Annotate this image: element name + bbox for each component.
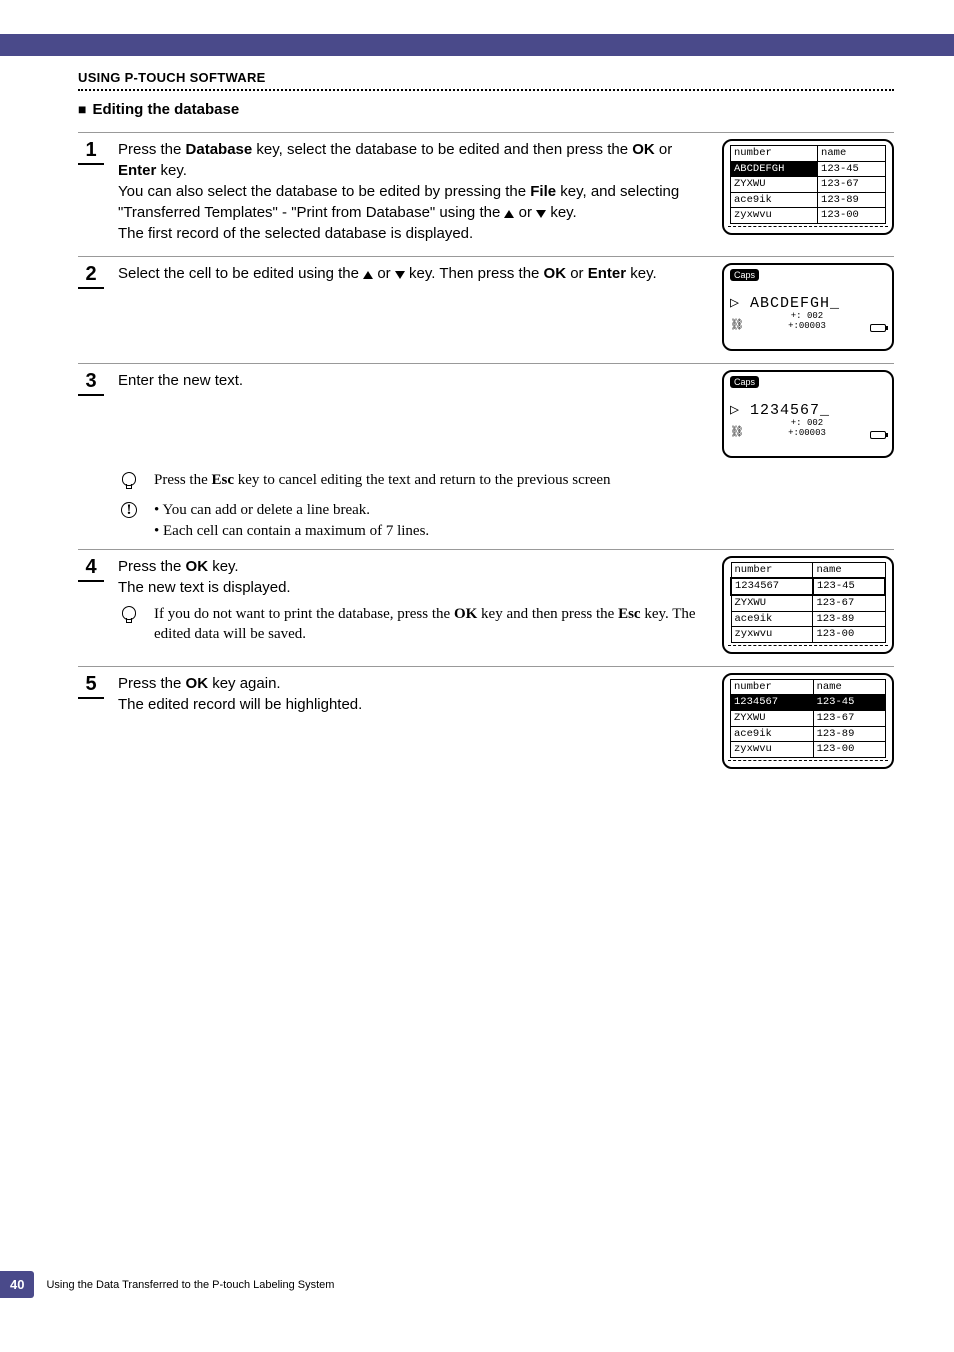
step-1: 1 Press the Database key, select the dat… xyxy=(78,132,894,244)
note-text: Press the Esc key to cancel editing the … xyxy=(154,470,611,490)
page-footer: 40 Using the Data Transferred to the P-t… xyxy=(0,1271,334,1298)
bulb-icon xyxy=(122,472,136,486)
note-text: • You can add or delete a line break.• E… xyxy=(154,500,429,541)
lcd-text-screen: Caps ▷ 1234567_ ⛓ +: 002+:00003 xyxy=(722,370,894,458)
header-bar xyxy=(0,34,954,56)
tip-note-esc: Press the Esc key to cancel editing the … xyxy=(118,470,894,492)
subnote-text: If you do not want to print the database… xyxy=(154,604,698,645)
section-divider xyxy=(78,89,894,91)
page-content: USING P-TOUCH SOFTWARE Editing the datab… xyxy=(78,70,894,781)
lcd-entry-text: ▷ ABCDEFGH_ xyxy=(730,293,886,312)
step-text: Enter the new text. xyxy=(118,370,708,391)
page-number: 40 xyxy=(0,1271,34,1298)
step-number: 3 xyxy=(78,370,104,396)
step-number: 4 xyxy=(78,556,104,582)
step-4: 4 Press the OK key.The new text is displ… xyxy=(78,549,894,654)
bulb-icon xyxy=(122,606,136,620)
step-text: Press the Database key, select the datab… xyxy=(118,139,708,244)
battery-icon xyxy=(870,431,886,439)
section-heading: USING P-TOUCH SOFTWARE xyxy=(78,70,894,85)
step-2: 2 Select the cell to be edited using the… xyxy=(78,256,894,351)
caps-indicator: Caps xyxy=(730,376,759,388)
info-note-lines: ! • You can add or delete a line break.•… xyxy=(118,500,894,541)
caps-indicator: Caps xyxy=(730,269,759,281)
step-number: 2 xyxy=(78,263,104,289)
lcd-table-screen: numbername1234567123-45ZYXWU123-67ace9ik… xyxy=(722,673,894,769)
chain-icon: ⛓ xyxy=(730,318,744,332)
step-3: 3 Enter the new text. Caps ▷ 1234567_ ⛓ … xyxy=(78,363,894,458)
lcd-table-screen: numbernameABCDEFGH123-45ZYXWU123-67ace9i… xyxy=(722,139,894,235)
subsection-heading: Editing the database xyxy=(78,101,894,118)
step-subnote: If you do not want to print the database… xyxy=(118,604,698,645)
step-text: Select the cell to be edited using the o… xyxy=(118,263,708,284)
step-number: 5 xyxy=(78,673,104,699)
lcd-text-screen: Caps ▷ ABCDEFGH_ ⛓ +: 002+:00003 xyxy=(722,263,894,351)
lcd-table-screen: numbername1234567123-45ZYXWU123-67ace9ik… xyxy=(722,556,894,654)
step-number: 1 xyxy=(78,139,104,165)
step-text: Press the OK key again.The edited record… xyxy=(118,673,708,715)
battery-icon xyxy=(870,324,886,332)
step-text: Press the OK key.The new text is display… xyxy=(118,556,708,653)
chain-icon: ⛓ xyxy=(730,425,744,439)
footer-text: Using the Data Transferred to the P-touc… xyxy=(46,1279,334,1291)
lcd-entry-text: ▷ 1234567_ xyxy=(730,400,886,419)
alert-icon: ! xyxy=(121,502,137,518)
step-5: 5 Press the OK key again.The edited reco… xyxy=(78,666,894,769)
